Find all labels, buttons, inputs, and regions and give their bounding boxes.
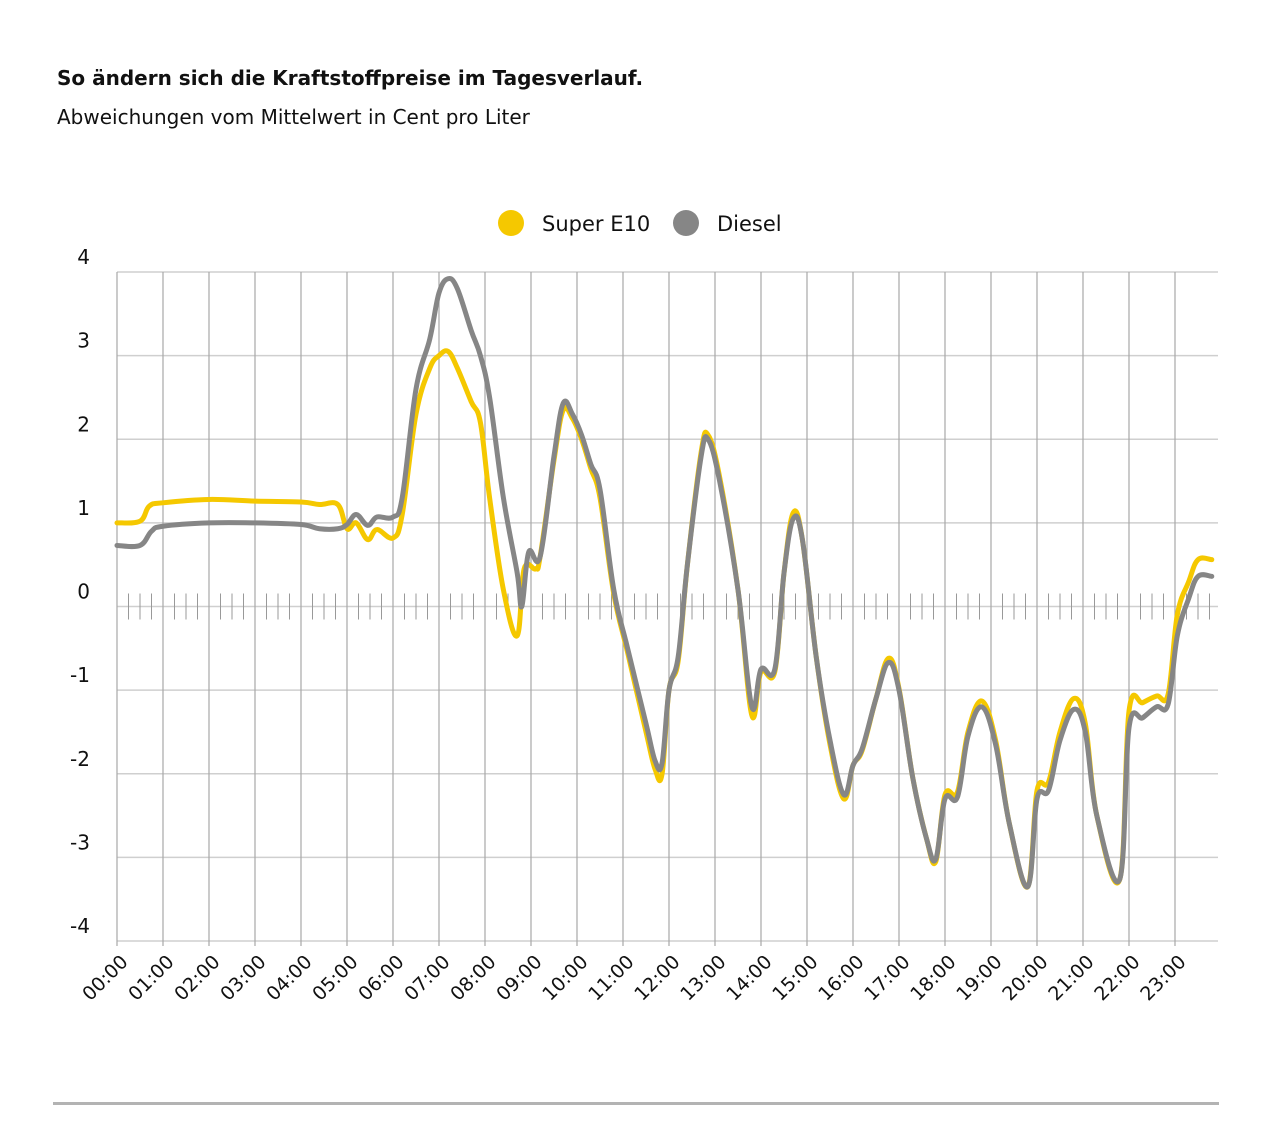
y-tick-label: 2 xyxy=(77,412,90,436)
grid xyxy=(116,271,1218,946)
x-tick-label: 13:00 xyxy=(676,951,730,1005)
legend-marker-super-e10 xyxy=(498,210,524,236)
x-tick-label: 00:00 xyxy=(78,951,132,1005)
x-tick-label: 15:00 xyxy=(768,951,822,1005)
x-tick-label: 06:00 xyxy=(354,951,408,1005)
x-tick-label: 12:00 xyxy=(630,951,684,1005)
x-tick-label: 08:00 xyxy=(446,951,500,1005)
x-tick-label: 19:00 xyxy=(952,951,1006,1005)
legend: Super E10 Diesel xyxy=(498,210,782,236)
chart-title: So ändern sich die Kraftstoffpreise im T… xyxy=(57,66,644,90)
x-tick-label: 18:00 xyxy=(906,951,960,1005)
y-tick-label: 3 xyxy=(77,329,90,353)
x-tick-label: 01:00 xyxy=(124,951,178,1005)
x-tick-label: 10:00 xyxy=(538,951,592,1005)
y-tick-label: -3 xyxy=(70,830,90,854)
x-tick-label: 23:00 xyxy=(1136,951,1190,1005)
x-axis: 00:0001:0002:0003:0004:0005:0006:0007:00… xyxy=(78,951,1190,1005)
legend-label: Super E10 xyxy=(542,212,650,236)
x-tick-label: 11:00 xyxy=(584,951,638,1005)
x-tick-label: 03:00 xyxy=(216,951,270,1005)
legend-label: Diesel xyxy=(717,212,782,236)
y-tick-label: -2 xyxy=(70,747,90,771)
y-tick-label: 1 xyxy=(77,496,90,520)
chart-subtitle: Abweichungen vom Mittelwert in Cent pro … xyxy=(57,105,530,129)
y-tick-label: -4 xyxy=(70,914,90,938)
x-tick-label: 02:00 xyxy=(170,951,224,1005)
x-tick-label: 05:00 xyxy=(308,951,362,1005)
y-axis: 4 3 2 1 0 -1 -2 -3 -4 xyxy=(70,245,90,938)
series-line-diesel xyxy=(114,276,1215,890)
x-tick-label: 21:00 xyxy=(1044,951,1098,1005)
y-tick-label: -1 xyxy=(70,663,90,687)
zero-line-ticks xyxy=(128,593,1210,620)
x-tick-label: 09:00 xyxy=(492,951,546,1005)
legend-marker-diesel xyxy=(673,210,699,236)
y-tick-label: 0 xyxy=(77,580,90,604)
series-lines xyxy=(114,276,1215,890)
x-tick-label: 16:00 xyxy=(814,951,868,1005)
x-tick-label: 22:00 xyxy=(1090,951,1144,1005)
x-tick-label: 17:00 xyxy=(860,951,914,1005)
y-tick-label: 4 xyxy=(77,245,90,269)
x-tick-label: 14:00 xyxy=(722,951,776,1005)
series-line-super-e10 xyxy=(114,348,1215,890)
x-tick-label: 04:00 xyxy=(262,951,316,1005)
bottom-divider xyxy=(53,1102,1219,1105)
x-tick-label: 07:00 xyxy=(400,951,454,1005)
x-tick-label: 20:00 xyxy=(998,951,1052,1005)
